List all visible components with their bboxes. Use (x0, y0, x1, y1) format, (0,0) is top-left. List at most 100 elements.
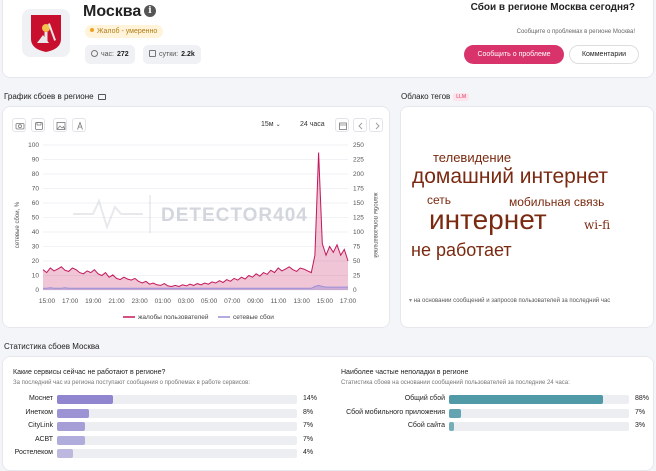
x-tick: 05:00 (201, 298, 218, 305)
row-percent: 7% (303, 435, 314, 443)
bar-fill (57, 449, 73, 458)
row-percent: 8% (303, 408, 314, 416)
y-left-tick: 90 (32, 157, 40, 164)
y-left-tick: 100 (28, 142, 39, 149)
bar-track (449, 395, 629, 404)
complaint-level-badge: Жалоб - умеренно (85, 25, 164, 38)
calendar-icon (149, 50, 156, 57)
chart-card: 15м ⌄ 24 часа DETECTOR404 100 90 80 70 60 50 4… (2, 106, 390, 328)
y-right-tick: 225 (353, 157, 364, 164)
series-area-network (43, 285, 348, 290)
bar-track (57, 435, 297, 445)
bar-track (57, 422, 297, 431)
y-left-tick: 50 (32, 215, 40, 222)
stat-day-label: сутки: (159, 51, 179, 58)
x-tick: 15:00 (317, 298, 334, 305)
row-label: АСВТ (34, 435, 53, 443)
bar-track (57, 408, 297, 418)
fullscreen-icon[interactable] (97, 94, 106, 100)
y-left-tick: 60 (32, 200, 40, 207)
row-label: Ростелеком (14, 449, 53, 456)
services-panel-title: Какие сервисы сейчас не работают в регио… (13, 369, 166, 376)
stat-hour-value: 272 (117, 51, 129, 58)
y-right-tick: 100 (353, 229, 364, 236)
question-subtitle: Сообщите о проблемах в регионе Москва! (516, 29, 635, 35)
y-right-tick: 50 (353, 258, 361, 265)
x-tick: 19:00 (85, 298, 102, 305)
chart-grid (43, 144, 348, 291)
save-icon[interactable] (31, 118, 45, 132)
tag-wifi[interactable]: wi-fi (584, 218, 611, 232)
row-label: Сбой сайта (407, 422, 445, 429)
stats-card: Какие сервисы сейчас не работают в регио… (2, 356, 654, 471)
cloud-section-title-text: Облако тегов (401, 92, 451, 101)
stats-section-title: Статистика сбоев Москва (4, 342, 100, 351)
x-tick: 11:00 (271, 298, 287, 305)
y-left-tick: 20 (32, 258, 40, 265)
tag-network[interactable]: сеть (427, 193, 452, 207)
legend-complaints: жалобы пользователей (138, 313, 209, 321)
row-percent: 7% (303, 422, 314, 429)
badge-label: Жалоб - умеренно (97, 28, 158, 35)
chart-series (42, 152, 349, 290)
y-right-axis-label: жалобы пользователей (372, 192, 379, 257)
y-left-tick: 0 (35, 287, 39, 294)
info-icon[interactable]: i (144, 5, 156, 17)
y-left-tick: 30 (32, 244, 40, 251)
y-right-tick: 75 (353, 244, 361, 251)
y-right-tick: 25 (353, 273, 361, 280)
bar-track (449, 422, 629, 431)
tag-internet[interactable]: интернет (429, 204, 547, 235)
y-right-tick: 150 (353, 200, 364, 207)
chart-section-title-text: График сбоев в регионе (4, 92, 94, 101)
x-tick: 03:00 (178, 298, 195, 305)
x-tick: 09:00 (247, 298, 264, 305)
x-tick: 17:00 (340, 298, 357, 305)
legend-network: сетевые сбои (233, 313, 274, 321)
camera-icon[interactable] (12, 118, 26, 132)
y-left-tick: 40 (32, 229, 40, 236)
cloud-note: ▾ на основании сообщений и запросов поль… (409, 297, 639, 306)
row-percent: 14% (303, 395, 318, 402)
stat-day: сутки: 2.2k (143, 45, 201, 64)
tag-television[interactable]: телевидение (433, 150, 512, 165)
range-select-15m[interactable]: 15м ⌄ (261, 118, 281, 132)
y-right-tick: 175 (353, 186, 364, 193)
city-emblem-logo (22, 9, 70, 57)
row-label: Инетком (25, 408, 53, 416)
cloud-note-text: на основании сообщений и запросов пользо… (413, 298, 611, 304)
y-left-axis-label: сетевые сбои, % (15, 201, 21, 248)
tag-mobile[interactable]: мобильная связь (509, 195, 605, 209)
bar-track (449, 408, 629, 418)
row-percent: 88% (635, 395, 650, 402)
services-panel-subtitle: За последний час из региона поступают со… (13, 380, 250, 386)
comments-button[interactable]: Комментарии (569, 45, 639, 64)
image-icon[interactable] (53, 118, 67, 132)
bar-fill (449, 422, 455, 431)
bar-fill (57, 435, 85, 445)
report-problem-button[interactable]: Сообщить о проблеме (464, 45, 564, 64)
tag-not-working[interactable]: не работает (411, 240, 512, 260)
bullet-icon: ▾ (409, 298, 414, 304)
text-tool-icon[interactable] (72, 118, 86, 132)
x-tick: 07:00 (224, 298, 241, 305)
issues-panel-subtitle: Статистика сбоев на основании сообщений … (341, 380, 570, 386)
range-select-24h[interactable]: 24 часа (300, 121, 325, 128)
bar-fill (449, 395, 603, 404)
x-tick: 21:00 (108, 298, 125, 305)
question-title: Сбои в регионе Москва сегодня? (470, 2, 635, 13)
row-percent: 7% (635, 408, 646, 416)
y-left-tick: 10 (32, 273, 40, 280)
row-label: Моснет (28, 395, 53, 402)
tag-home-internet[interactable]: домашний интернет (412, 165, 609, 188)
stat-hour: час: 272 (85, 45, 135, 64)
llm-badge: LLM (453, 93, 470, 101)
prev-period-icon[interactable] (353, 118, 367, 132)
next-period-icon[interactable] (369, 118, 383, 132)
calendar-button-icon[interactable] (335, 118, 349, 132)
bar-track (57, 395, 297, 404)
watermark-text: DETECTOR404 (161, 205, 308, 226)
chart-legend: жалобы пользователей сетевые сбои (123, 313, 274, 321)
x-tick: 23:00 (131, 298, 148, 305)
city-title: Москва (83, 3, 142, 20)
